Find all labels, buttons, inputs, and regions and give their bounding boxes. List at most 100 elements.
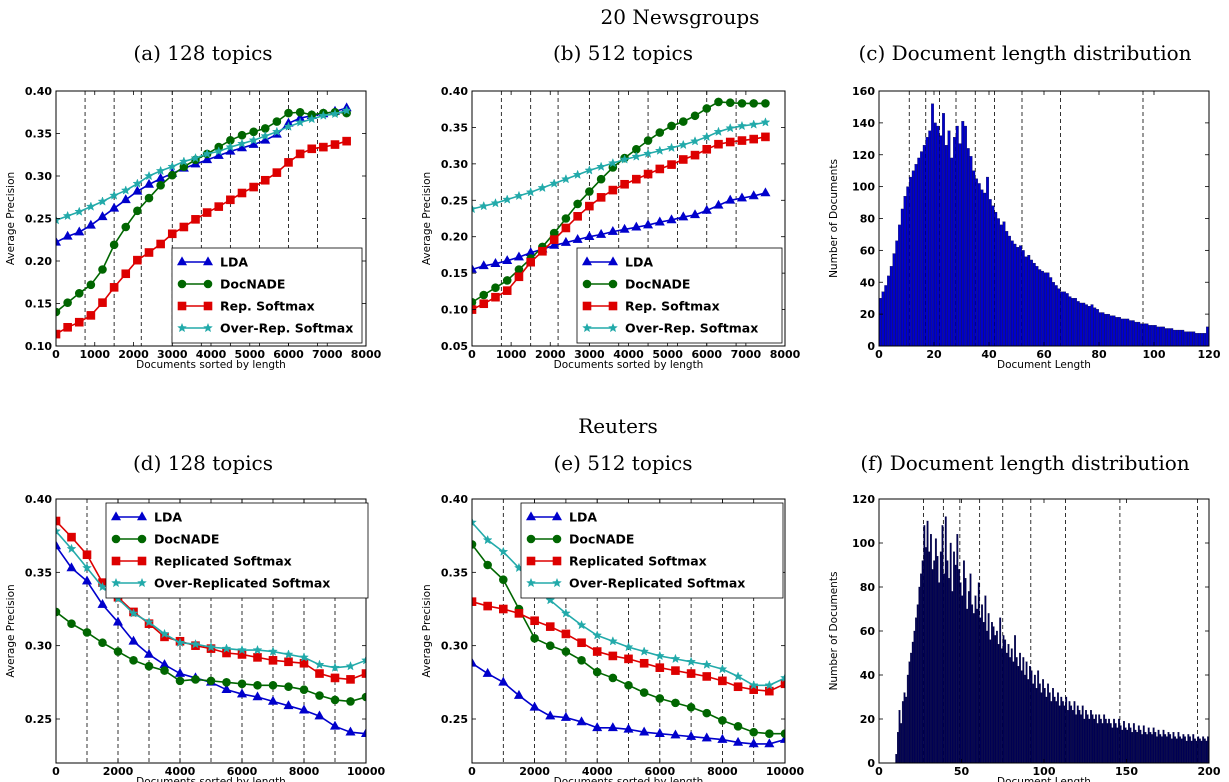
data-point <box>133 255 142 265</box>
plot-frame <box>55 498 367 764</box>
x-tick-label: 7000 <box>731 348 762 361</box>
data-point <box>761 132 770 142</box>
y-tick-label: 0.25 <box>441 194 468 207</box>
histogram-bar <box>1088 718 1091 763</box>
histogram-bar <box>1104 313 1108 346</box>
y-tick-label: 0.10 <box>441 304 468 317</box>
y-tick-label: 0.20 <box>25 255 52 268</box>
data-point <box>608 673 618 683</box>
data-point <box>701 659 712 669</box>
data-point <box>346 675 355 684</box>
histogram-bar <box>971 604 974 763</box>
data-point <box>737 136 747 145</box>
y-tick-label: 0.40 <box>25 85 52 98</box>
caption-b: (b) 512 topics <box>553 41 693 65</box>
histogram-bar <box>1043 688 1046 763</box>
histogram-bar <box>1065 696 1068 763</box>
histogram-bar <box>1161 736 1163 763</box>
data-point <box>167 170 177 180</box>
data-point <box>109 190 120 200</box>
histogram-bar <box>1145 323 1149 346</box>
x-tick-label: 6000 <box>273 348 304 361</box>
data-point <box>714 139 723 149</box>
legend-marker <box>526 556 536 566</box>
x-tick-label: 0 <box>52 765 60 778</box>
histogram-bar <box>913 630 916 763</box>
plot-area <box>895 499 1209 763</box>
histogram-bar <box>1027 679 1030 763</box>
histogram-bar <box>1106 723 1109 763</box>
data-point <box>272 168 282 177</box>
histogram-bar <box>1154 732 1157 763</box>
y-axis-label: Average Precision <box>5 584 17 677</box>
histogram-bar <box>975 178 978 346</box>
legend-marker <box>526 577 536 588</box>
histogram-bar <box>1098 312 1102 346</box>
histogram-bar <box>944 516 947 763</box>
histogram-bar <box>1042 679 1045 763</box>
histogram-bar <box>898 224 901 346</box>
histogram-bar <box>884 285 888 346</box>
x-tick-label: 0 <box>875 348 883 361</box>
histogram-bar <box>925 547 927 763</box>
data-point <box>764 738 775 748</box>
data-point <box>190 638 201 649</box>
data-point <box>655 694 665 703</box>
data-point <box>268 680 278 690</box>
data-point <box>81 575 93 585</box>
data-point <box>666 142 677 153</box>
histogram-bar <box>1030 670 1033 763</box>
data-point <box>253 653 262 662</box>
histogram-bar <box>994 211 998 346</box>
data-point <box>295 107 305 117</box>
histogram-bar <box>1052 282 1055 346</box>
histogram-bar <box>922 145 926 346</box>
histogram-bar <box>1101 312 1105 346</box>
data-point <box>717 733 728 743</box>
histogram-bar <box>895 240 899 346</box>
data-point <box>764 680 775 690</box>
data-point <box>283 649 294 659</box>
histogram-bar <box>918 586 921 763</box>
y-tick-label: 0.30 <box>25 170 52 183</box>
histogram-bar <box>914 164 918 346</box>
data-point <box>330 108 340 119</box>
data-point <box>361 669 366 678</box>
data-point <box>498 575 508 584</box>
histogram-bar <box>1109 315 1113 346</box>
data-point <box>120 185 131 195</box>
legend-marker <box>551 511 563 521</box>
data-point <box>178 156 189 166</box>
data-point <box>82 628 92 637</box>
histogram-bar <box>1013 243 1017 346</box>
y-tick-label: 20 <box>860 308 876 321</box>
legend-marker <box>137 577 147 588</box>
data-point <box>780 672 785 683</box>
data-point <box>596 193 606 202</box>
histogram-bar <box>983 192 987 346</box>
histogram-bar <box>1164 734 1167 763</box>
histogram-bar <box>1101 723 1104 763</box>
data-point <box>737 99 747 108</box>
legend-marker <box>525 511 537 521</box>
histogram-bar <box>1137 725 1140 763</box>
data-point <box>577 638 586 648</box>
data-point <box>86 280 96 290</box>
x-tick-label: 60 <box>1036 348 1052 361</box>
data-point <box>478 200 489 211</box>
histogram-bar <box>1157 729 1160 763</box>
data-point <box>749 99 759 108</box>
histogram-bar <box>1134 729 1137 763</box>
data-point <box>472 203 477 214</box>
data-point <box>737 120 747 131</box>
x-tick-label: 0 <box>468 765 476 778</box>
histogram-bar <box>1085 304 1088 346</box>
data-point <box>502 276 512 285</box>
legend-marker <box>176 256 188 266</box>
data-point <box>345 726 356 736</box>
data-point <box>221 643 232 653</box>
histogram-bar <box>1071 710 1074 763</box>
data-point <box>632 174 641 184</box>
legend-marker <box>608 279 618 289</box>
data-point <box>561 647 571 656</box>
